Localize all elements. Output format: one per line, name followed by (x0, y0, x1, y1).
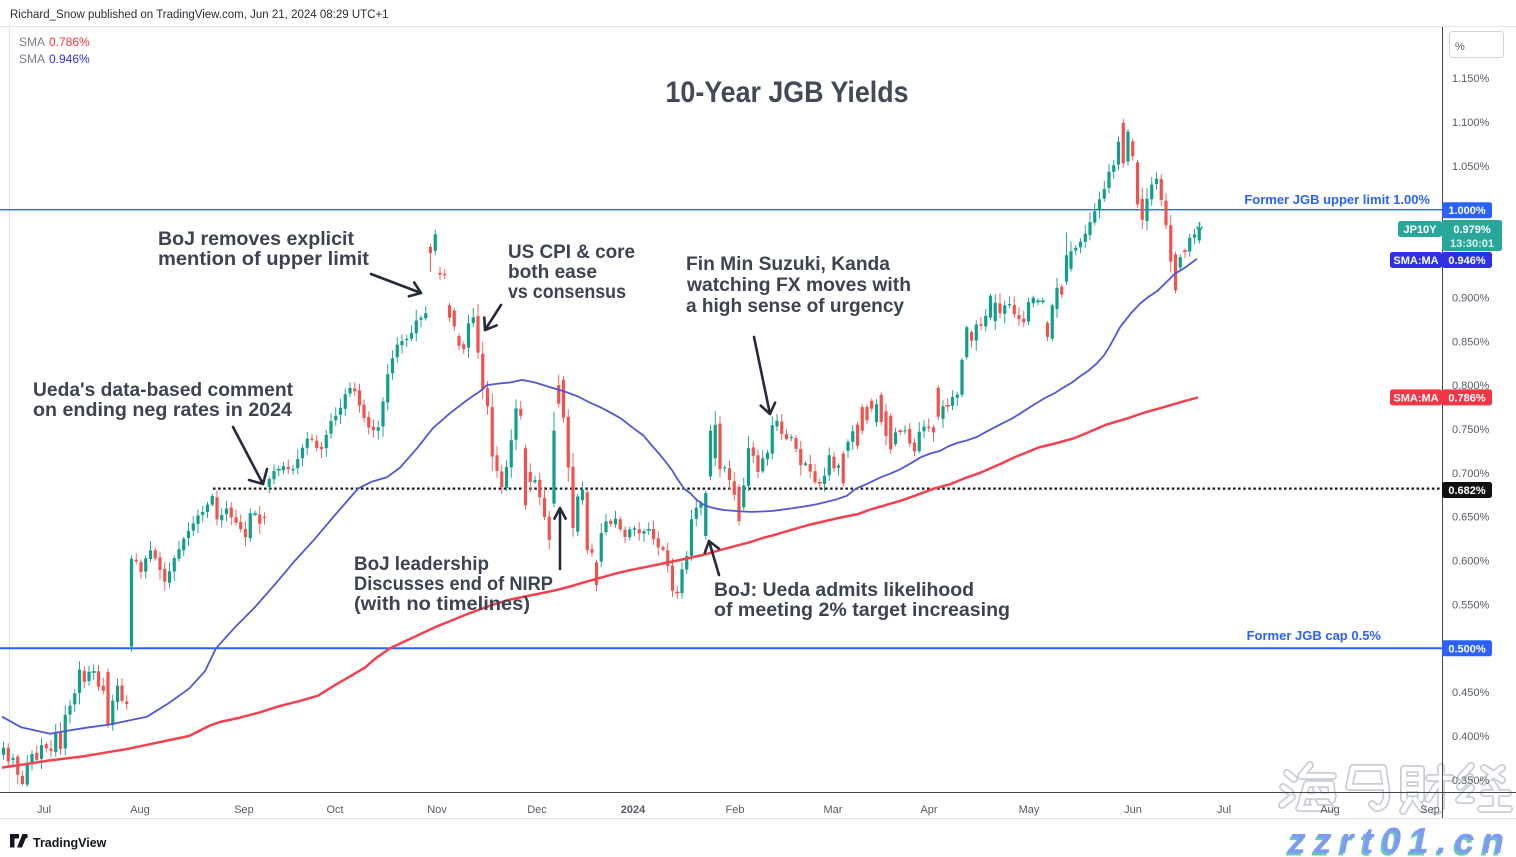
svg-text:1.050%: 1.050% (1452, 161, 1490, 173)
svg-text:0.900%: 0.900% (1452, 292, 1490, 304)
svg-text:0.750%: 0.750% (1452, 424, 1490, 436)
svg-text:mention of upper limit: mention of upper limit (158, 249, 370, 270)
svg-text:Fin Min Suzuki, Kanda: Fin Min Suzuki, Kanda (686, 254, 890, 275)
svg-text:%: % (1455, 41, 1465, 53)
svg-text:0.700%: 0.700% (1452, 468, 1490, 480)
svg-text:SMA:MA: SMA:MA (1393, 392, 1438, 404)
svg-text:1.150%: 1.150% (1452, 73, 1490, 85)
svg-text:BoJ: Ueda admits likelihood: BoJ: Ueda admits likelihood (714, 580, 974, 601)
svg-text:Former JGB upper limit 1.00%: Former JGB upper limit 1.00% (1244, 192, 1430, 207)
svg-text:of meeting 2% target increasin: of meeting 2% target increasing (714, 600, 1010, 621)
svg-text:0.682%: 0.682% (1448, 485, 1486, 497)
svg-text:0.946%: 0.946% (1448, 255, 1486, 267)
svg-text:JP10Y: JP10Y (1403, 224, 1437, 236)
svg-text:0.650%: 0.650% (1452, 512, 1490, 524)
svg-text:TradingView: TradingView (33, 836, 107, 850)
svg-text:SMA: SMA (19, 52, 45, 66)
svg-text:on ending neg rates in 2024: on ending neg rates in 2024 (33, 400, 292, 421)
svg-text:Jun: Jun (1124, 804, 1142, 816)
svg-text:BoJ removes explicit: BoJ removes explicit (158, 229, 355, 250)
svg-text:Ueda's data-based comment: Ueda's data-based comment (33, 380, 294, 401)
svg-text:(with no timelines): (with no timelines) (354, 594, 530, 615)
svg-text:watching FX moves with: watching FX moves with (686, 275, 911, 296)
svg-text:Aug: Aug (130, 804, 150, 816)
svg-text:0.800%: 0.800% (1452, 380, 1490, 392)
svg-text:Sep: Sep (234, 804, 254, 816)
svg-text:0.850%: 0.850% (1452, 336, 1490, 348)
svg-text:Oct: Oct (326, 804, 343, 816)
svg-text:0.400%: 0.400% (1452, 731, 1490, 743)
svg-text:Jul: Jul (37, 804, 51, 816)
svg-text:0.786%: 0.786% (49, 35, 90, 49)
svg-text:Mar: Mar (824, 804, 843, 816)
svg-text:10-Year JGB Yields: 10-Year JGB Yields (666, 76, 909, 109)
svg-text:May: May (1019, 804, 1040, 816)
svg-text:Nov: Nov (427, 804, 447, 816)
svg-text:0.979%: 0.979% (1453, 224, 1491, 236)
svg-text:0.946%: 0.946% (49, 52, 90, 66)
svg-text:0.786%: 0.786% (1448, 392, 1486, 404)
svg-text:SMA:MA: SMA:MA (1393, 255, 1438, 267)
svg-text:Former JGB cap 0.5%: Former JGB cap 0.5% (1247, 628, 1382, 643)
svg-text:0.600%: 0.600% (1452, 556, 1490, 568)
svg-text:BoJ leadership: BoJ leadership (354, 554, 489, 575)
svg-text:2024: 2024 (621, 804, 646, 816)
svg-text:US CPI & core: US CPI & core (508, 242, 635, 263)
svg-text:Sep: Sep (1420, 804, 1440, 816)
svg-text:0.350%: 0.350% (1452, 775, 1490, 787)
svg-text:0.550%: 0.550% (1452, 599, 1490, 611)
svg-text:Apr: Apr (920, 804, 937, 816)
svg-text:a high sense of urgency: a high sense of urgency (686, 296, 904, 317)
svg-text:SMA: SMA (19, 35, 45, 49)
svg-text:Dec: Dec (527, 804, 547, 816)
svg-text:zzrt01.cn: zzrt01.cn (1287, 820, 1512, 857)
svg-text:1.100%: 1.100% (1452, 117, 1490, 129)
svg-text:vs consensus: vs consensus (508, 282, 626, 303)
svg-text:Richard_Snow published on Trad: Richard_Snow published on TradingView.co… (10, 9, 389, 21)
svg-text:Discusses end of NIRP: Discusses end of NIRP (354, 574, 553, 595)
svg-text:0.500%: 0.500% (1448, 643, 1486, 655)
svg-text:1.000%: 1.000% (1448, 205, 1486, 217)
svg-text:both ease: both ease (508, 262, 597, 283)
svg-text:0.450%: 0.450% (1452, 687, 1490, 699)
svg-text:zzrt01.cn: zzrt01.cn (1285, 823, 1510, 857)
svg-text:Aug: Aug (1320, 804, 1340, 816)
svg-text:13:30:01: 13:30:01 (1450, 238, 1494, 250)
svg-text:Feb: Feb (726, 804, 745, 816)
svg-text:Jul: Jul (1217, 804, 1231, 816)
